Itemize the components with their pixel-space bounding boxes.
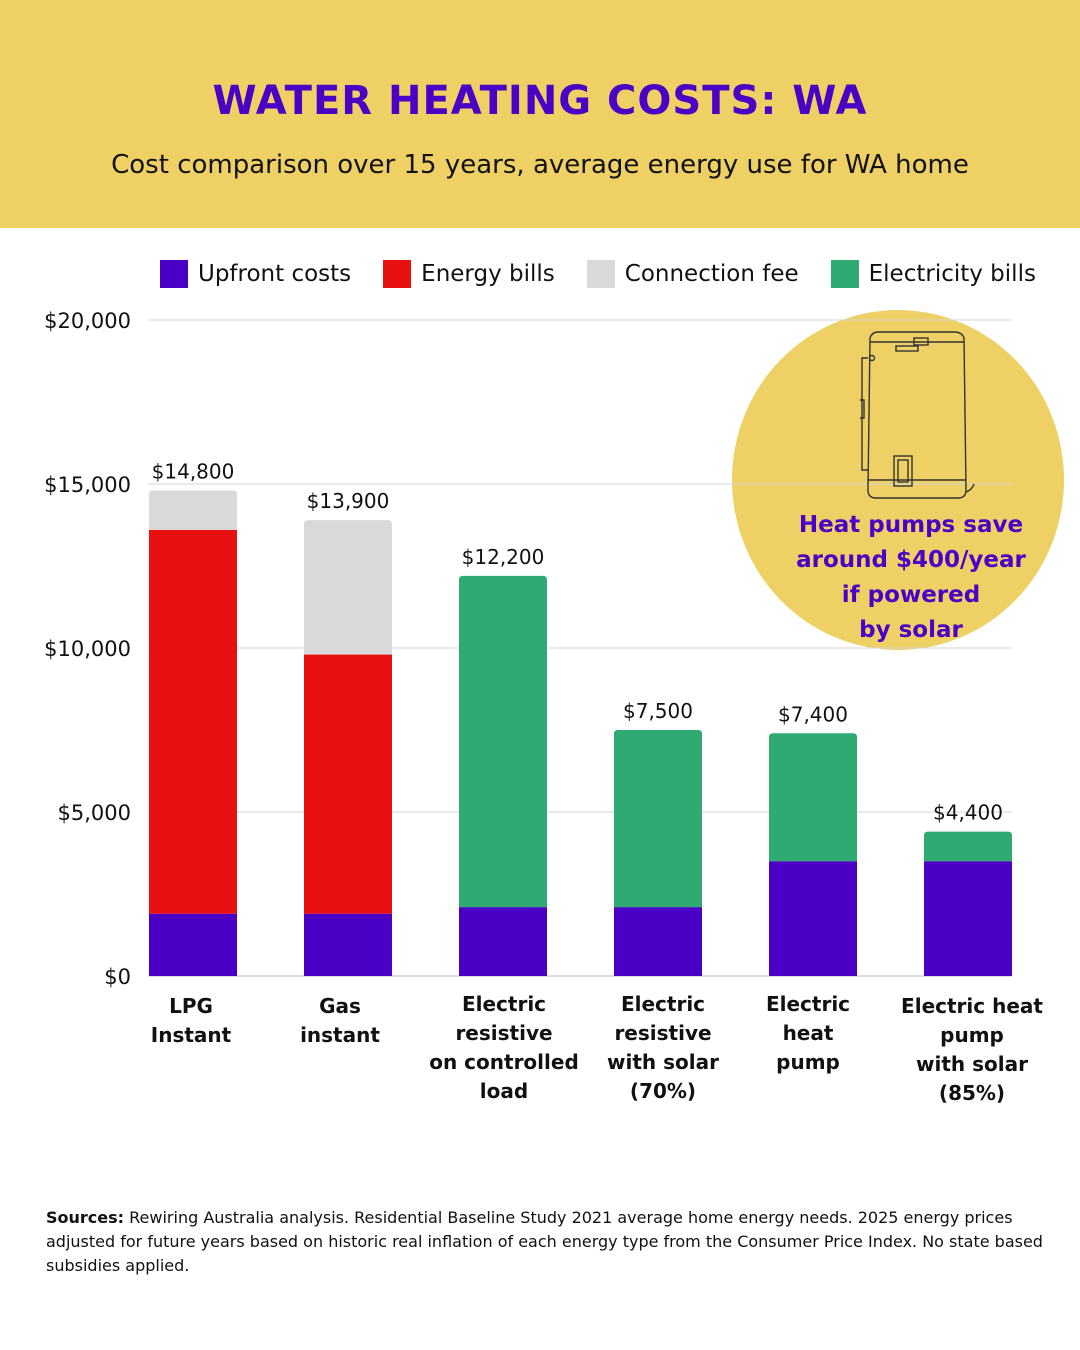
x-category-line: with solar — [916, 1052, 1028, 1076]
stacked-bar-chart: $0 $5,000 $10,000 $15,000 $20,000 $14,800 $13… — [44, 309, 1012, 989]
bar-segment-electricity-bills — [459, 575, 547, 908]
bar-segment-electricity-bills — [614, 730, 702, 908]
callout-line: by solar — [859, 617, 963, 643]
bar-segment-connection-fee — [149, 490, 237, 530]
x-category-line: (70%) — [629, 1079, 697, 1103]
legend-item-connection: Connection fee — [586, 260, 799, 288]
sources-label: Sources: — [46, 1208, 125, 1227]
x-category-line: heat — [782, 1021, 834, 1045]
x-category-line: LPG — [169, 994, 213, 1018]
x-category-label: Electric heat pump with solar (85%) — [892, 992, 1052, 1108]
legend-item-energy: Energy bills — [383, 260, 555, 288]
legend-swatch — [586, 260, 615, 288]
x-category-line: instant — [300, 1023, 380, 1047]
legend-label: Connection fee — [624, 261, 799, 287]
bar-segment-connection-fee — [304, 520, 392, 655]
y-tick-label: $0 — [104, 965, 131, 989]
bar-segment-energy-bills — [304, 654, 392, 914]
x-category-label: Electric heat pump — [728, 990, 888, 1077]
legend-label: Energy bills — [421, 261, 555, 287]
chart-bars — [149, 490, 1012, 976]
legend-swatch — [383, 260, 412, 288]
x-category-label: LPG Instant — [111, 992, 271, 1050]
bar-segment-energy-bills — [149, 529, 237, 914]
water-heater-icon — [860, 331, 975, 499]
x-category-line: on controlled — [429, 1050, 579, 1074]
callout-line: around $400/year — [796, 547, 1026, 573]
callout-text: Heat pumps save around $400/year if powe… — [766, 508, 1056, 648]
bar-total-label: $7,400 — [778, 702, 848, 726]
legend-item-upfront: Upfront costs — [160, 260, 351, 288]
y-tick-label: $20,000 — [44, 309, 131, 333]
page-subtitle: Cost comparison over 15 years, average e… — [111, 150, 969, 180]
sources-note: Sources: Rewiring Australia analysis. Re… — [46, 1206, 1046, 1278]
bar-total-label: $13,900 — [307, 489, 390, 513]
legend-swatch — [160, 260, 188, 288]
bar-total-label: $12,200 — [462, 545, 545, 569]
y-tick-label: $5,000 — [58, 801, 131, 825]
y-axis-ticks: $0 $5,000 $10,000 $15,000 $20,000 — [44, 309, 131, 989]
bar-segment-upfront-costs — [304, 913, 392, 976]
bar-segment-upfront-costs — [459, 907, 547, 976]
chart-legend: Upfront costs Energy bills Connection fe… — [160, 258, 1068, 290]
total-labels: $14,800 $13,900 $12,200 $7,500 $7,400 $4,400 — [152, 460, 1003, 825]
bar-segment-upfront-costs — [924, 861, 1012, 976]
legend-item-electricity: Electricity bills — [830, 260, 1036, 288]
page-title: WATER HEATING COSTS: WA — [212, 78, 868, 124]
bar-segment-upfront-costs — [614, 907, 702, 976]
x-category-label: Electric resistive on controlled load — [424, 990, 584, 1106]
legend-label: Electricity bills — [868, 261, 1036, 287]
x-category-line: load — [479, 1079, 529, 1103]
y-tick-label: $15,000 — [44, 473, 131, 497]
x-category-line: with solar — [607, 1050, 719, 1074]
header-banner: WATER HEATING COSTS: WA Cost comparison … — [0, 0, 1080, 228]
y-tick-label: $10,000 — [44, 637, 131, 661]
x-category-label: Gas instant — [260, 992, 420, 1050]
legend-swatch — [830, 260, 859, 288]
x-category-line: Electric — [765, 992, 851, 1016]
callout-line: if powered — [841, 582, 981, 608]
x-category-label: Electric resistive with solar (70%) — [583, 990, 743, 1106]
chart-grid — [148, 319, 1012, 977]
x-category-line: pump — [776, 1050, 840, 1074]
x-category-line: resistive — [614, 1021, 712, 1045]
x-category-line: Electric — [461, 992, 547, 1016]
x-category-line: resistive — [455, 1021, 553, 1045]
bar-total-label: $14,800 — [152, 460, 235, 484]
legend-label: Upfront costs — [198, 261, 352, 287]
bar-segment-upfront-costs — [769, 861, 857, 976]
bar-total-label: $4,400 — [933, 801, 1003, 825]
x-category-line: Electric heat — [901, 994, 1043, 1018]
bar-segment-upfront-costs — [149, 913, 237, 976]
x-category-line: Gas — [319, 994, 361, 1018]
sources-text: Rewiring Australia analysis. Residential… — [46, 1208, 1043, 1275]
bar-segment-electricity-bills — [769, 733, 857, 862]
bar-segment-electricity-bills — [924, 831, 1012, 862]
x-category-line: Electric — [620, 992, 706, 1016]
x-category-line: (85%) — [938, 1081, 1006, 1105]
bar-total-label: $7,500 — [623, 699, 693, 723]
callout-line: Heat pumps save — [798, 512, 1024, 538]
x-category-line: Instant — [150, 1023, 232, 1047]
x-category-line: pump — [940, 1023, 1004, 1047]
